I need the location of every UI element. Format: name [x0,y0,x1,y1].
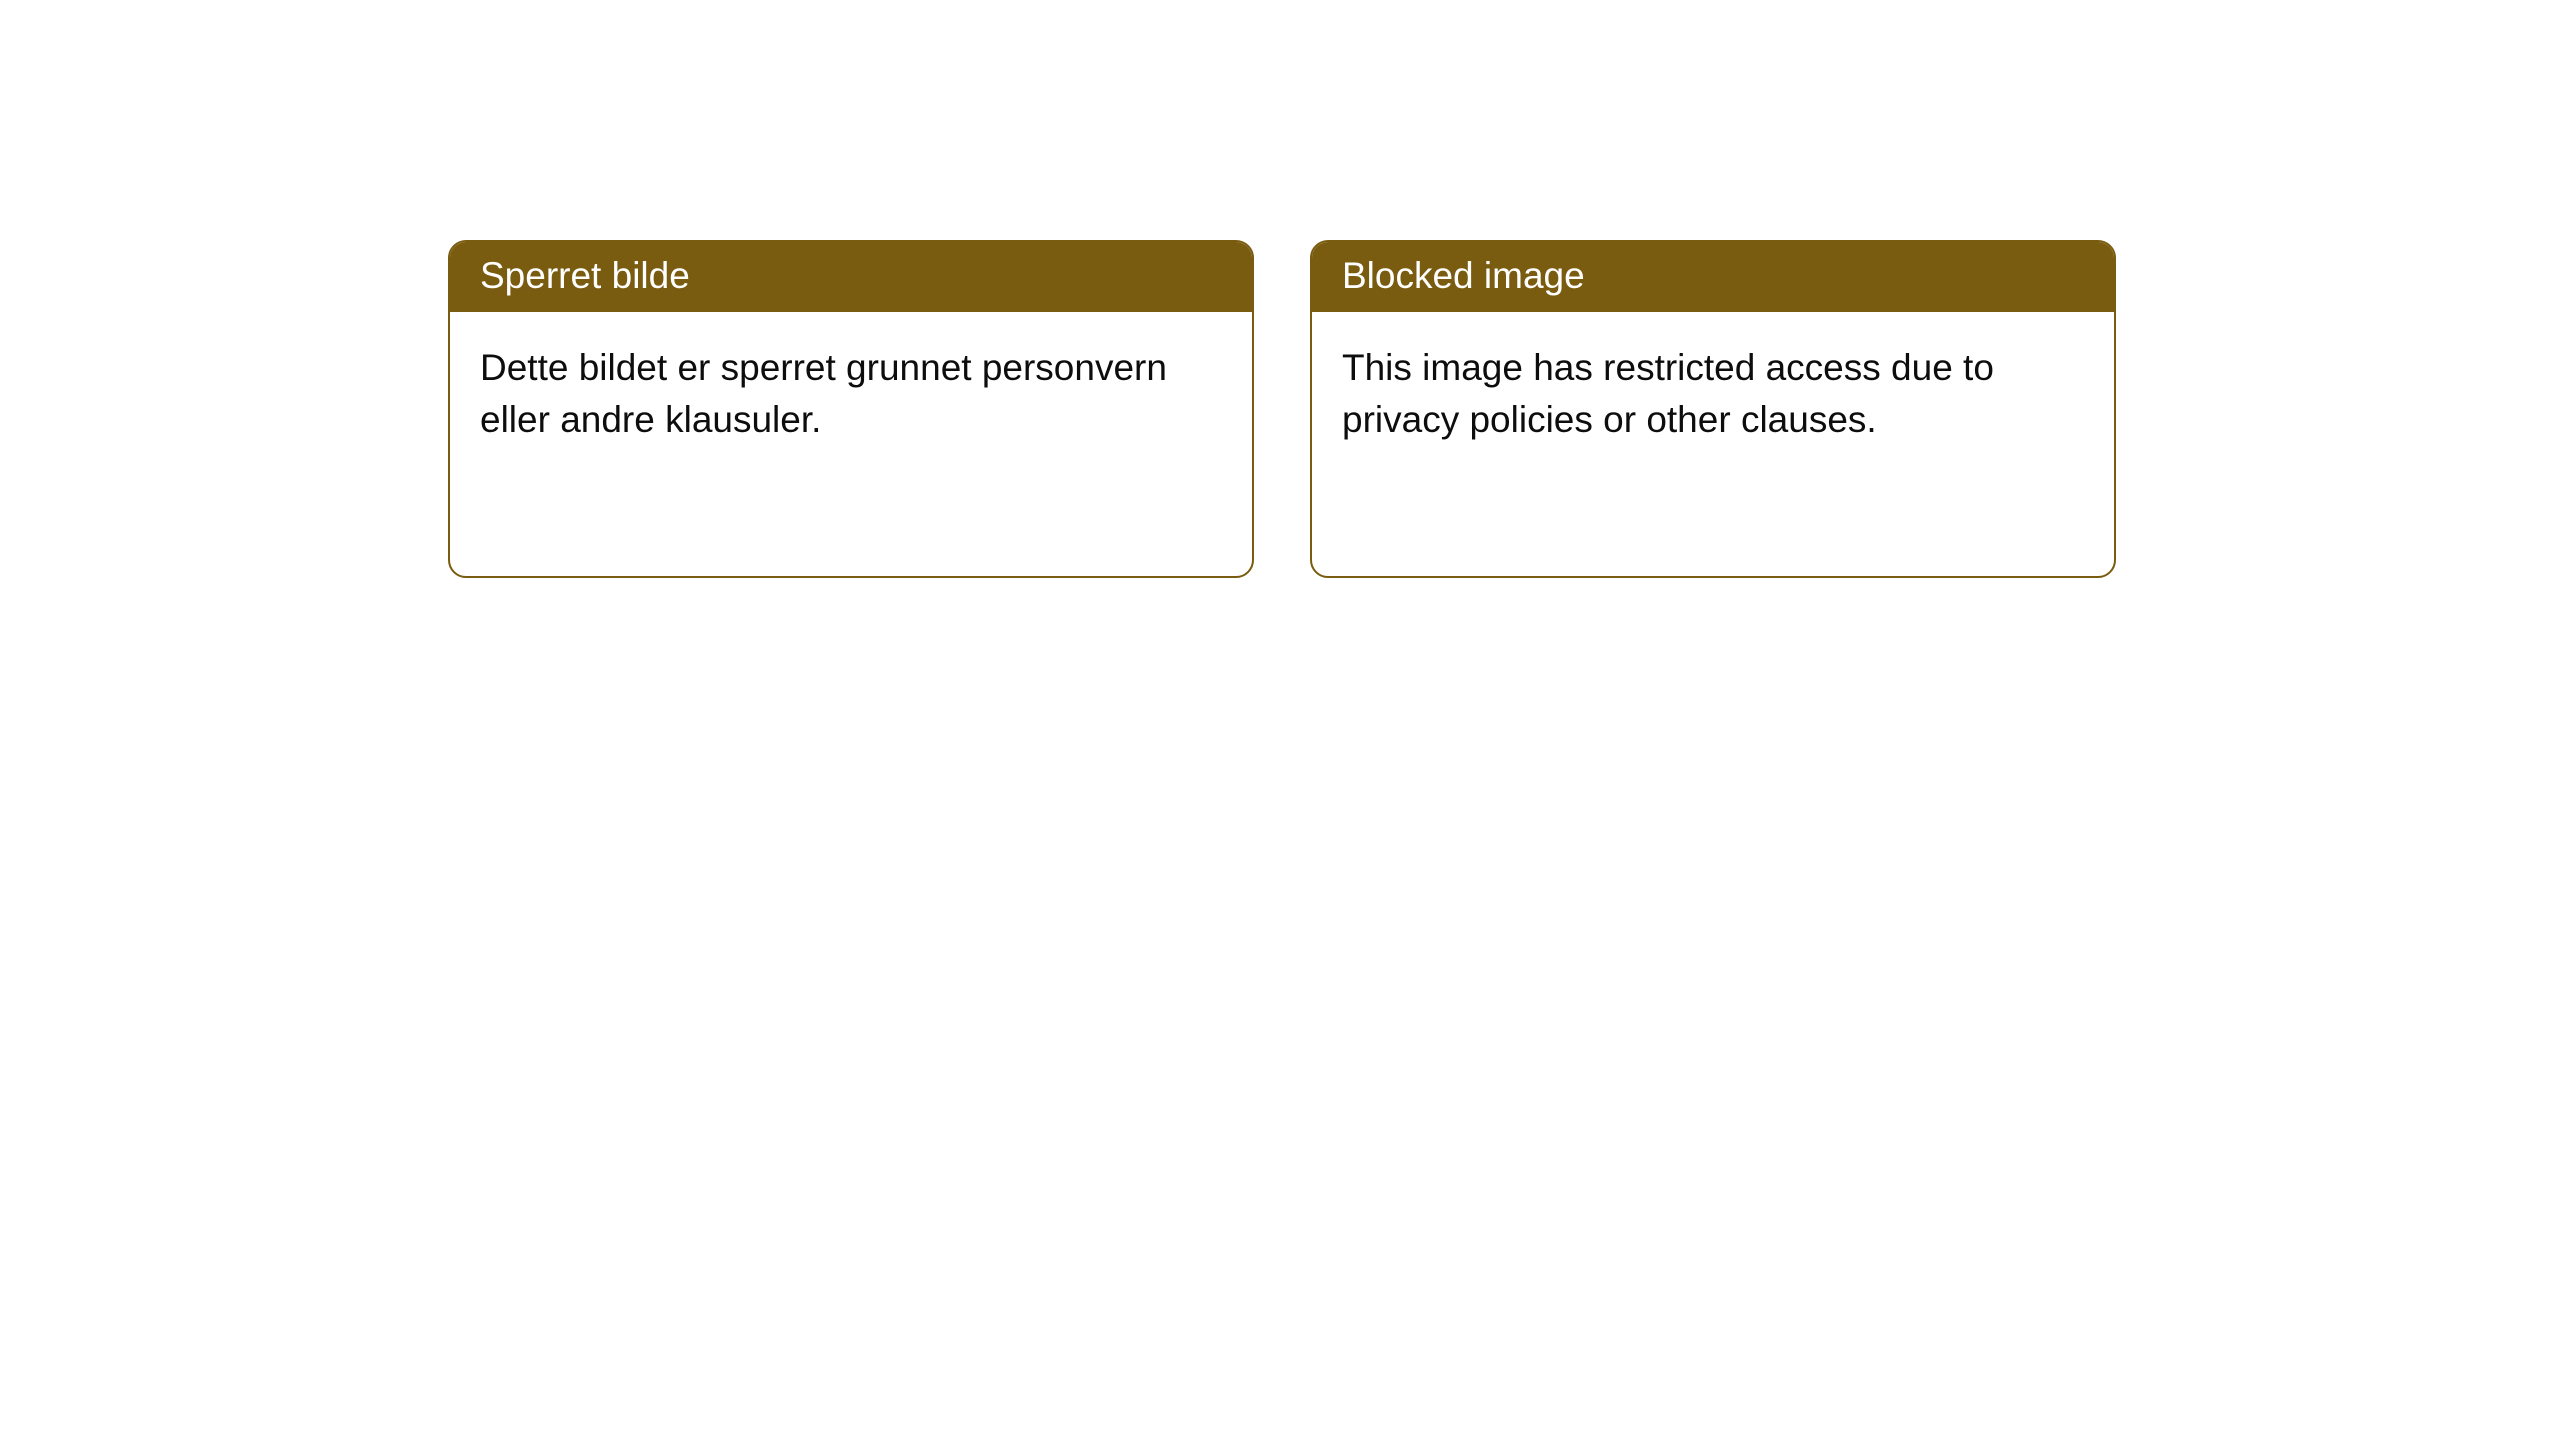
card-body-no: Dette bildet er sperret grunnet personve… [450,312,1252,476]
blocked-image-card-en: Blocked image This image has restricted … [1310,240,2116,578]
blocked-image-card-no: Sperret bilde Dette bildet er sperret gr… [448,240,1254,578]
cards-container: Sperret bilde Dette bildet er sperret gr… [448,240,2116,578]
card-body-en: This image has restricted access due to … [1312,312,2114,476]
card-header-no: Sperret bilde [450,242,1252,312]
card-header-en: Blocked image [1312,242,2114,312]
